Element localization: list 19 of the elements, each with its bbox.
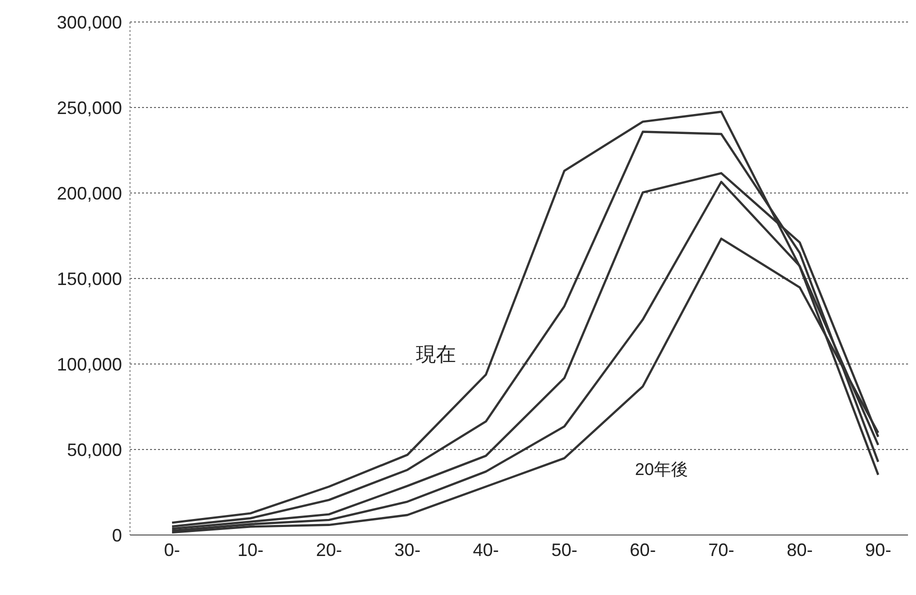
x-tick-label: 80- bbox=[786, 540, 813, 560]
y-tick-label: 0 bbox=[112, 525, 122, 546]
x-tick-label: 70- bbox=[708, 540, 734, 560]
y-tick-label: 300,000 bbox=[56, 12, 122, 32]
y-tick-label: 50,000 bbox=[66, 440, 122, 460]
annotation: 現在 bbox=[412, 341, 460, 368]
x-tick-label: 0- bbox=[164, 540, 180, 560]
y-tick-label: 150,000 bbox=[56, 268, 122, 289]
x-tick-label: 90- bbox=[865, 540, 892, 560]
x-tick-label: 50- bbox=[551, 540, 578, 560]
x-tick-label: 10- bbox=[238, 540, 264, 560]
x-tick-label: 30- bbox=[394, 540, 420, 560]
x-tick-label: 60- bbox=[630, 540, 656, 560]
y-tick-label: 100,000 bbox=[56, 354, 122, 374]
annotation: 20年後 bbox=[631, 458, 692, 481]
x-tick-label: 20- bbox=[316, 540, 342, 560]
y-tick-label: 200,000 bbox=[56, 183, 122, 204]
x-tick-label: 40- bbox=[472, 540, 499, 560]
y-tick-label: 250,000 bbox=[56, 98, 122, 118]
